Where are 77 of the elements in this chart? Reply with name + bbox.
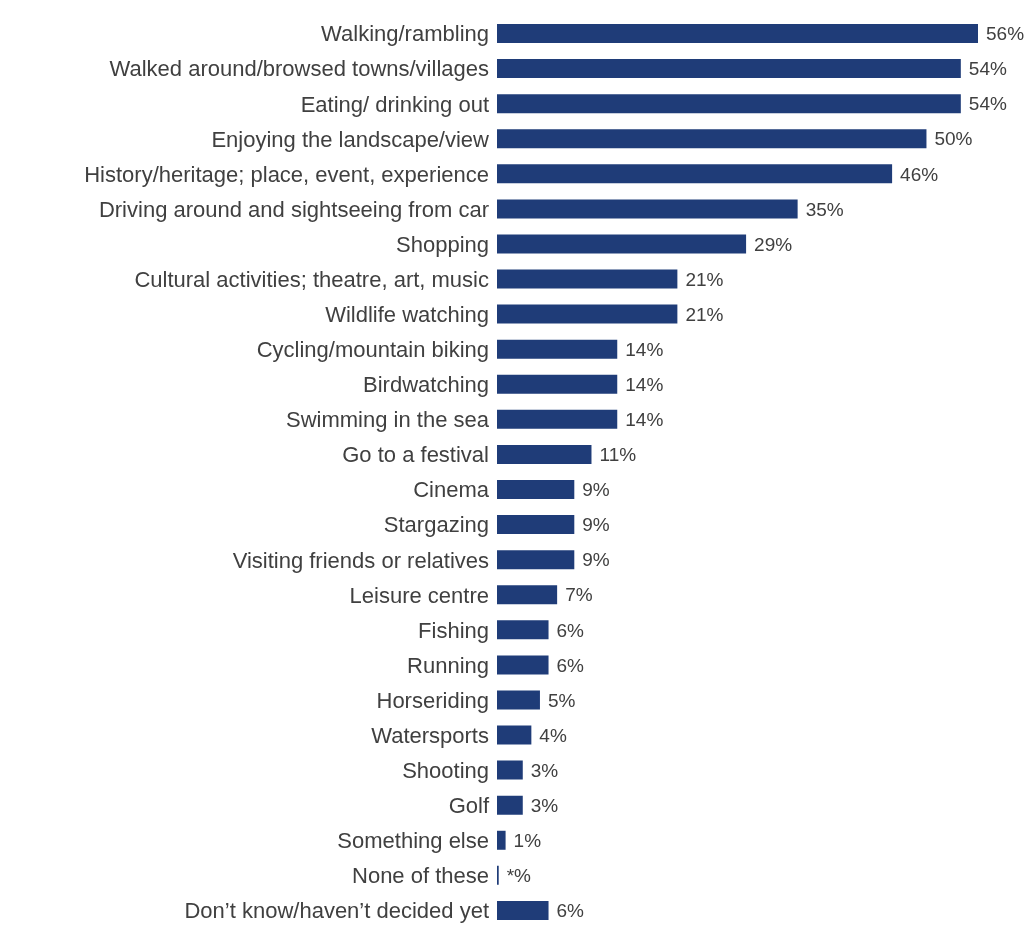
y-tick-label: Go to a festival	[342, 442, 489, 468]
bar	[497, 515, 575, 535]
y-tick-label: History/heritage; place, event, experience	[84, 161, 489, 187]
bar	[497, 725, 532, 745]
bar	[497, 550, 575, 570]
data-label: 11%	[599, 444, 637, 466]
y-tick-label: Enjoying the landscape/view	[211, 126, 490, 152]
y-tick-label: Don’t know/haven’t decided yet	[184, 898, 489, 924]
data-label: 14%	[625, 409, 664, 431]
data-label: 4%	[539, 724, 567, 746]
bar	[497, 620, 549, 640]
bar	[497, 585, 558, 605]
y-tick-label: Stargazing	[383, 512, 489, 538]
bar	[497, 480, 575, 499]
y-tick-label: Shooting	[402, 757, 489, 783]
y-tick-label: Visiting friends or relatives	[232, 547, 489, 573]
y-tick-label: Driving around and sightseeing from car	[98, 196, 489, 222]
data-label: 35%	[805, 198, 844, 220]
y-tick-label: Fishing	[418, 617, 489, 643]
data-label: *%	[506, 865, 532, 887]
bar	[497, 164, 893, 184]
y-tick-label: Wildlife watching	[325, 301, 489, 327]
data-label: 6%	[556, 900, 585, 922]
data-label: 50%	[934, 128, 973, 150]
bar	[497, 94, 961, 114]
y-tick-label: Birdwatching	[363, 372, 489, 398]
y-tick-label: Running	[407, 652, 489, 678]
y-tick-label: Cultural activities; theatre, art, music	[134, 266, 489, 292]
data-label: 56%	[986, 23, 1025, 45]
y-tick-label: Eating/ drinking out	[300, 91, 489, 117]
data-label: 14%	[625, 374, 664, 396]
data-label: 7%	[565, 584, 593, 606]
data-label: 29%	[754, 233, 793, 255]
data-label: 14%	[625, 338, 664, 360]
bar	[497, 269, 678, 289]
bar	[497, 655, 549, 675]
bar	[497, 304, 678, 324]
data-label: 54%	[968, 58, 1007, 80]
y-tick-label: Walked around/browsed towns/villages	[109, 56, 489, 82]
data-label: 3%	[530, 759, 559, 781]
bar	[497, 59, 961, 79]
y-tick-label: Leisure centre	[349, 582, 489, 608]
bar	[497, 900, 549, 920]
data-label: 54%	[968, 93, 1007, 115]
y-tick-label: Something else	[337, 828, 489, 854]
y-tick-label: Shopping	[396, 231, 489, 257]
data-label: 9%	[582, 549, 610, 571]
bar	[497, 830, 506, 850]
data-label: 6%	[556, 654, 585, 676]
y-tick-label: Watersports	[371, 722, 489, 748]
bar	[497, 795, 523, 815]
bar	[497, 234, 747, 254]
bar	[497, 409, 618, 429]
data-label: 9%	[582, 479, 610, 501]
data-label: 5%	[547, 689, 576, 711]
bar	[497, 374, 618, 394]
bar	[497, 199, 798, 219]
bar	[497, 129, 927, 149]
bar	[497, 690, 540, 710]
data-label: 21%	[685, 303, 724, 325]
y-tick-label: Cycling/mountain biking	[256, 337, 489, 363]
y-tick-label: Horseriding	[376, 687, 489, 713]
data-label: 21%	[685, 268, 724, 290]
data-label: 46%	[900, 163, 939, 185]
data-label: 1%	[513, 830, 542, 852]
data-label: 6%	[556, 619, 585, 641]
bar	[497, 760, 523, 780]
y-tick-label: None of these	[352, 863, 489, 889]
data-label: 3%	[530, 794, 559, 816]
data-label: 9%	[582, 514, 610, 536]
bar	[497, 24, 978, 43]
y-tick-label: Walking/rambling	[321, 21, 489, 47]
y-tick-label: Golf	[448, 793, 490, 819]
bar	[497, 444, 592, 464]
y-tick-label: Cinema	[413, 477, 490, 503]
bar	[497, 339, 618, 359]
y-tick-label: Swimming in the sea	[286, 407, 490, 433]
